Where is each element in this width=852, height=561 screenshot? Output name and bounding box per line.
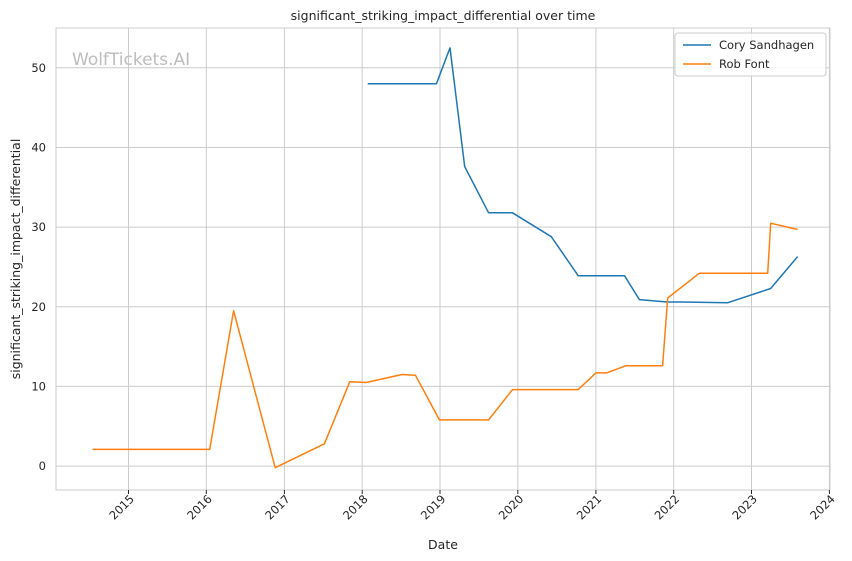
plot-frame xyxy=(55,27,831,491)
series-group xyxy=(92,47,799,469)
y-tick-label: 40 xyxy=(31,141,46,155)
y-tick-label: 30 xyxy=(31,220,46,234)
grid xyxy=(56,28,830,490)
series-line-cory-sandhagen xyxy=(367,47,799,304)
x-axis-label: Date xyxy=(428,537,458,552)
legend-label-rob-font: Rob Font xyxy=(719,57,770,71)
legend-box xyxy=(674,32,827,77)
y-tick-label: 0 xyxy=(39,459,46,473)
watermark: WolfTickets.AI xyxy=(72,50,190,70)
y-tick-label: 20 xyxy=(31,300,46,314)
legend: Cory Sandhagen Rob Font xyxy=(674,32,827,77)
y-tick-label: 10 xyxy=(31,379,46,393)
y-axis-label: significant_striking_impact_differential xyxy=(8,139,23,380)
y-tick-label: 50 xyxy=(31,61,46,75)
legend-label-cory-sandhagen: Cory Sandhagen xyxy=(719,38,814,52)
chart-title: significant_striking_impact_differential… xyxy=(291,8,596,23)
series-line-rob-font xyxy=(92,222,798,469)
